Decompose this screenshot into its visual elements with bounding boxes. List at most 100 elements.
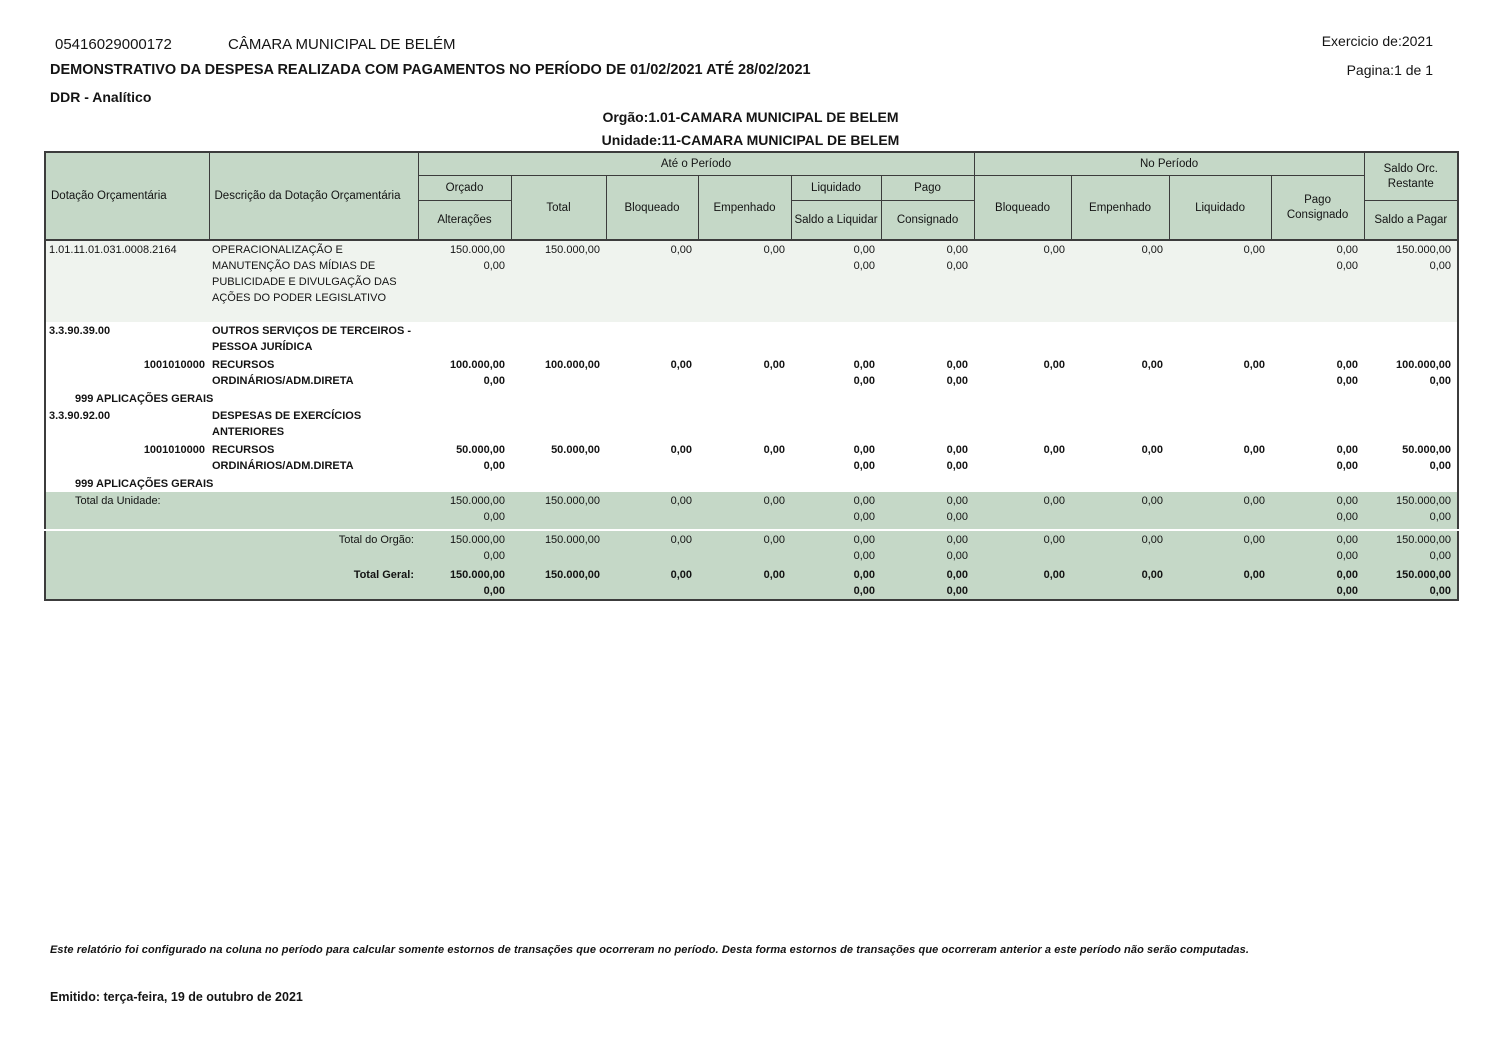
emitted-date: Emitido: terça-feira, 19 de outubro de 2…: [50, 990, 303, 1004]
cell-code: 3.3.90.92.00: [49, 410, 111, 422]
header-group-no-periodo: No Período: [973, 151, 1365, 176]
cell-value: 50.000,00 0,00: [456, 444, 505, 472]
cell-code: 3.3.90.39.00: [49, 325, 111, 337]
cell-value: 0,00: [1243, 444, 1266, 456]
cell-value: [698, 475, 791, 492]
group-row: 3.3.90.39.00 OUTROS SERVIÇOS DE TERCEIROS…: [45, 322, 1459, 356]
cell-value: 0,00: [670, 569, 692, 581]
header-np-empenhado: Empenhado: [1070, 175, 1170, 241]
cell-value: 0,00: [1243, 244, 1266, 256]
cell-value: 150.000,00 0,00: [1395, 244, 1452, 272]
cell-value: 150.000,00 0,00: [449, 495, 505, 523]
report-title: DEMONSTRATIVO DA DESPESA REALIZADA COM P…: [50, 62, 811, 78]
cell-value: [1071, 322, 1169, 356]
report-type: DDR - Analítico: [50, 89, 152, 105]
cell-code: 999 APLICAÇÕES GERAIS: [75, 393, 214, 405]
cell-description: OPERACIONALIZAÇÃO E MANUTENÇÃO DAS MÍDIA…: [212, 244, 397, 304]
cell-value: 0,00 0,00: [1336, 244, 1359, 272]
cell-value: [511, 322, 606, 356]
cell-value: 150.000,00 0,00: [418, 529, 511, 566]
header-orcado: Orçado: [417, 175, 512, 201]
exercise-label: Exercicio de:2021: [1321, 33, 1433, 49]
header-bloqueado: Bloqueado: [605, 175, 699, 241]
cell-value: [511, 475, 606, 492]
cell-value: 0,00 0,00: [1336, 444, 1359, 472]
cell-value: 0,00 0,00: [853, 569, 875, 597]
cell-value: 100.000,00 0,00: [1395, 359, 1452, 387]
header-empenhado: Empenhado: [697, 175, 792, 241]
cell-value: 0,00: [1243, 569, 1266, 581]
cell-value: 0,00 0,00: [1336, 359, 1359, 387]
cell-value: 150.000,00: [544, 244, 600, 256]
cell-value: 0,00 0,00: [1271, 529, 1365, 566]
application-row: 999 APLICAÇÕES GERAIS: [45, 475, 1459, 492]
cell-value: 0,00: [698, 529, 791, 566]
page-number: Pagina:1 de 1: [1346, 62, 1433, 78]
cell-value: 0,00: [763, 569, 785, 581]
cell-value: 0,00: [974, 529, 1072, 566]
header-liquidado: Liquidado: [790, 175, 882, 201]
cell-value: 0,00 0,00: [946, 359, 969, 387]
cell-value: [606, 475, 698, 492]
cell-value: 150.000,00 0,00: [1395, 569, 1452, 597]
cell-value: 0,00: [1141, 444, 1164, 456]
cell-value: [881, 322, 974, 356]
cell-value: [881, 475, 974, 492]
cell-value: 0,00 0,00: [946, 495, 969, 523]
cell-value: [511, 390, 606, 407]
header-pago: Pago: [880, 175, 975, 201]
cell-description: RECURSOS ORDINÁRIOS/ADM.DIRETA: [212, 444, 354, 472]
cell-value: 0,00 0,00: [853, 444, 875, 472]
cell-value: 50.000,00 0,00: [1402, 444, 1452, 472]
cell-value: [418, 390, 511, 407]
entity-name: CÂMARA MUNICIPAL DE BELÉM: [228, 36, 456, 53]
cell-value: [791, 322, 881, 356]
cell-value: 0,00: [763, 495, 785, 507]
cell-value: 150.000,00 0,00: [1364, 529, 1459, 566]
cell-value: 50.000,00: [551, 444, 600, 456]
cell-value: [1364, 390, 1458, 407]
cell-value: 100.000,00 0,00: [449, 359, 505, 387]
cell-value: [974, 390, 1071, 407]
cell-value: [418, 322, 511, 356]
cell-value: [606, 322, 698, 356]
cell-value: 0,00 0,00: [791, 529, 881, 566]
cell-value: 150.000,00: [544, 495, 600, 507]
cell-value: 100.000,00: [544, 359, 600, 371]
cell-value: [1364, 322, 1458, 356]
unidade-line: Unidade:11-CAMARA MUNICIPAL DE BELEM: [601, 132, 900, 148]
cell-value: 0,00 0,00: [881, 529, 975, 566]
cell-value: 0,00: [670, 495, 692, 507]
cell-code: Total da Unidade:: [75, 495, 161, 507]
cell-value: 0,00: [1141, 359, 1164, 371]
cell-description: RECURSOS ORDINÁRIOS/ADM.DIRETA: [212, 359, 354, 387]
cell-value: 150.000,00: [544, 569, 600, 581]
group-row: 3.3.90.92.00 DESPESAS DE EXERCÍCIOS ANTER…: [45, 407, 1459, 441]
header-np-pago-consignado: Pago Consignado: [1270, 175, 1365, 241]
cell-value: [418, 475, 511, 492]
cell-value: 150.000,00: [511, 529, 606, 566]
cell-value: 0,00: [1243, 359, 1266, 371]
cell-value: 150.000,00 0,00: [449, 244, 505, 272]
cell-code: Total do Orgão:: [45, 529, 418, 566]
cell-value: [1071, 475, 1169, 492]
cell-value: [1169, 322, 1271, 356]
cell-value: [1071, 407, 1169, 441]
cell-value: 0,00: [763, 359, 785, 371]
header-np-liquidado: Liquidado: [1168, 175, 1272, 241]
cell-value: 0,00 0,00: [1336, 495, 1359, 523]
cell-code: 1001010000: [143, 359, 205, 371]
cell-value: [606, 407, 698, 441]
cell-value: 150.000,00 0,00: [1395, 495, 1452, 523]
cell-value: [698, 322, 791, 356]
cell-value: [1271, 322, 1364, 356]
cell-description: DESPESAS DE EXERCÍCIOS ANTERIORES: [212, 410, 362, 438]
cell-value: 0,00: [1141, 244, 1164, 256]
cell-value: 0,00 0,00: [853, 244, 875, 272]
cell-value: 0,00: [1043, 569, 1066, 581]
cell-value: [418, 407, 511, 441]
header-saldo-orc-line2: Restante: [1387, 177, 1434, 190]
header-alteracoes: Alterações: [417, 200, 512, 241]
cell-value: [974, 475, 1071, 492]
header-dotacao: Dotação Orçamentária: [44, 151, 210, 241]
